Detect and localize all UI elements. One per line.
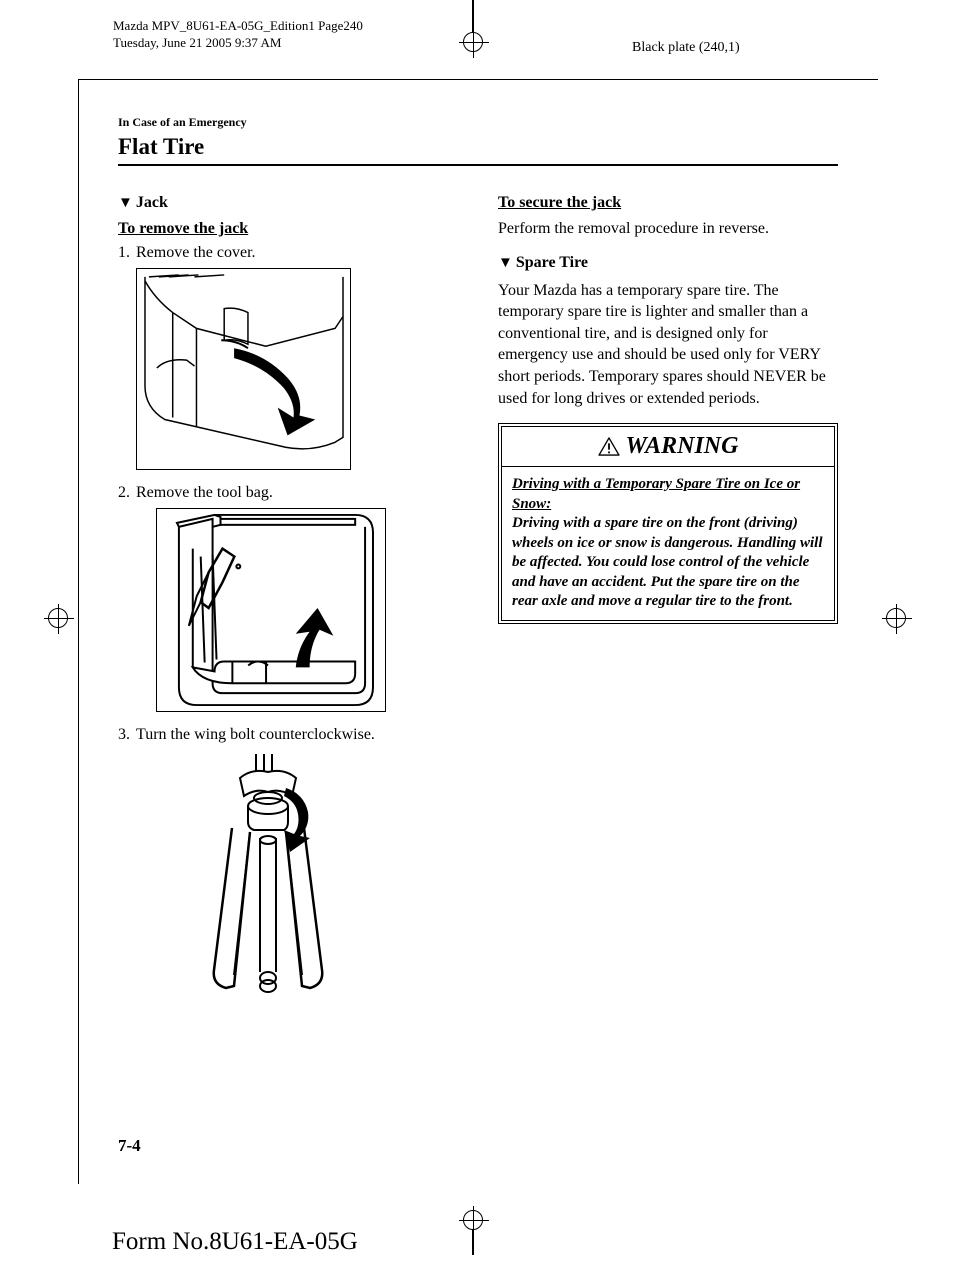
registration-mark-left	[48, 608, 68, 628]
registration-mark-bottom	[463, 1210, 483, 1230]
step-text: Remove the cover.	[136, 244, 256, 262]
figure-remove-cover	[136, 268, 351, 470]
step-text: Remove the tool bag.	[136, 484, 273, 502]
sub-secure-jack: To secure the jack	[498, 194, 838, 212]
arrow-icon	[234, 348, 315, 435]
registration-mark-right	[886, 608, 906, 628]
step-number: 2.	[118, 484, 136, 502]
warning-title: WARNING	[502, 427, 834, 467]
illustration-toolbag-icon	[157, 509, 385, 711]
left-column: ▼Jack To remove the jack 1.Remove the co…	[118, 194, 458, 1012]
black-plate-label: Black plate (240,1)	[632, 40, 740, 56]
step-number: 3.	[118, 726, 136, 744]
section-spare-tire: ▼Spare Tire	[498, 254, 838, 272]
step-text: Turn the wing bolt counterclockwise.	[136, 726, 375, 744]
down-triangle-icon: ▼	[118, 195, 133, 211]
doc-id: Mazda MPV_8U61-EA-05G_Edition1 Page240	[113, 18, 363, 35]
warning-box: WARNING Driving with a Temporary Spare T…	[498, 423, 838, 624]
body-spare: Your Mazda has a temporary spare tire. T…	[498, 280, 838, 410]
warning-text: Driving with a spare tire on the front (…	[512, 515, 822, 609]
body-secure: Perform the removal procedure in reverse…	[498, 218, 838, 240]
down-triangle-icon: ▼	[498, 255, 513, 271]
figure-wing-bolt	[184, 750, 352, 998]
step-1: 1.Remove the cover.	[118, 244, 458, 262]
frame-left	[78, 79, 79, 1184]
warning-label: WARNING	[626, 433, 739, 460]
doc-timestamp: Tuesday, June 21 2005 9:37 AM	[113, 35, 363, 52]
warning-subtitle: Driving with a Temporary Spare Tire on I…	[512, 476, 800, 512]
figure-tool-bag	[156, 508, 386, 712]
sub-remove-jack: To remove the jack	[118, 220, 458, 238]
step-2: 2.Remove the tool bag.	[118, 484, 458, 502]
frame-top	[78, 79, 878, 80]
illustration-cover-icon	[137, 269, 350, 469]
section-label: Spare Tire	[516, 254, 588, 271]
breadcrumb: In Case of an Emergency	[118, 115, 838, 130]
page-number: 7-4	[118, 1136, 141, 1156]
step-3: 3.Turn the wing bolt counterclockwise.	[118, 726, 458, 744]
section-label: Jack	[136, 194, 168, 211]
two-column-layout: ▼Jack To remove the jack 1.Remove the co…	[118, 194, 838, 1012]
warning-triangle-icon	[598, 437, 620, 456]
warning-body: Driving with a Temporary Spare Tire on I…	[502, 467, 834, 620]
section-jack: ▼Jack	[118, 194, 458, 212]
doc-meta: Mazda MPV_8U61-EA-05G_Edition1 Page240 T…	[113, 18, 363, 52]
arrow-up-icon	[296, 608, 334, 667]
page-title: Flat Tire	[118, 134, 838, 166]
right-column: To secure the jack Perform the removal p…	[498, 194, 838, 1012]
form-number: Form No.8U61-EA-05G	[112, 1228, 358, 1256]
illustration-wingbolt-icon	[184, 750, 352, 998]
step-number: 1.	[118, 244, 136, 262]
page-content: In Case of an Emergency Flat Tire ▼Jack …	[118, 115, 838, 1012]
registration-mark-top	[463, 32, 483, 52]
